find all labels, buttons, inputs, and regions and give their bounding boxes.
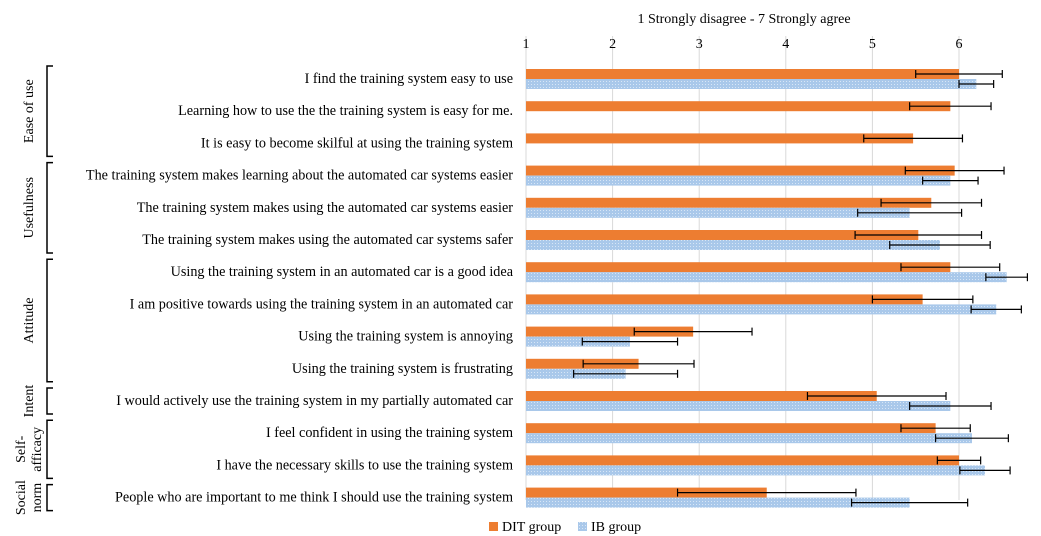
group-label-line: afficacy [30,427,45,472]
group-label-line: Ease of use [22,79,37,143]
bar-dit [526,358,639,369]
bar-dit [526,326,694,337]
legend-label: IB group [591,520,641,535]
bar-ib [526,79,977,89]
group-label: Intent [22,385,37,418]
error-bars [573,70,1029,507]
group-brackets: Ease of use Usefulness Attitude Intent Self-… [14,65,53,515]
bar-ib [526,401,951,411]
bar-ib [526,465,985,476]
bar-dit [526,455,959,466]
group-bracket [46,65,53,158]
bar-dit [526,165,955,176]
x-axis-ticks: 1 2 3 4 5 6 [523,37,963,52]
category-label: Using the training system in an automate… [171,264,514,280]
legend-swatch-ib [578,522,587,531]
bar-ib [526,304,997,315]
x-axis-title: 1 Strongly disagree - 7 Strongly agree [637,12,850,27]
bar-ib [526,336,630,347]
category-label: I am positive towards using the training… [130,296,514,312]
x-tick-label: 1 [523,37,530,52]
bar-ib [526,497,910,508]
group-label: Self-afficacy [14,427,45,472]
group-bracket [46,419,53,480]
group-label-line: Intent [22,385,37,418]
category-label: I have the necessary skills to use the t… [216,457,513,473]
category-label: I find the training system easy to use [305,71,513,87]
category-label: It is easy to become skilful at using th… [201,135,513,151]
bar-dit [526,69,959,79]
bar-dit [526,101,951,112]
category-label: People who are important to me think I s… [115,490,513,506]
legend-label: DIT group [502,520,561,535]
bar-dit [526,230,919,240]
category-label: Learning how to use the the training sys… [178,103,513,119]
bar-dit [526,423,936,434]
bar-ib [526,175,951,186]
category-label: I would actively use the training system… [116,393,513,409]
group-label-line: Usefulness [22,177,37,238]
x-tick-label: 3 [696,37,703,52]
bar-dit [526,391,877,401]
category-label: Using the training system is annoying [298,329,513,345]
category-label: The training system makes using the auto… [137,200,514,216]
bar-dit [526,294,923,305]
group-label-line: Attitude [22,298,37,344]
group-label: Attitude [22,298,37,344]
bar-ib [526,272,1007,283]
group-label: Socialnorm [14,480,45,515]
x-tick-label: 6 [956,37,963,52]
bar-dit [526,133,914,144]
bar-dit [526,197,932,208]
bar-ib [526,433,972,444]
bar-dit [526,487,767,498]
group-label: Ease of use [22,79,37,143]
bars [526,69,1007,508]
group-bracket [46,161,53,254]
legend: DIT group IB group [489,520,641,535]
x-tick-label: 4 [782,37,789,52]
category-label: The training system makes using the auto… [142,232,513,248]
group-bracket [46,258,53,383]
bar-ib [526,207,910,218]
group-bracket [46,483,53,512]
bar-ib [526,240,940,250]
category-label: I feel confident in using the training s… [266,425,513,441]
group-label-line: Social [14,480,29,515]
group-label-line: Self- [14,435,29,463]
legend-swatch-dit [489,522,498,531]
group-bracket [46,387,53,415]
category-label: The training system makes learning about… [86,168,513,184]
group-label-line: norm [30,483,45,513]
bar-dit [526,262,951,273]
x-tick-label: 5 [869,37,876,52]
group-label: Usefulness [22,177,37,238]
category-labels: I find the training system easy to use Le… [86,71,514,506]
category-label: Using the training system is frustrating [292,361,513,377]
x-tick-label: 2 [609,37,616,52]
